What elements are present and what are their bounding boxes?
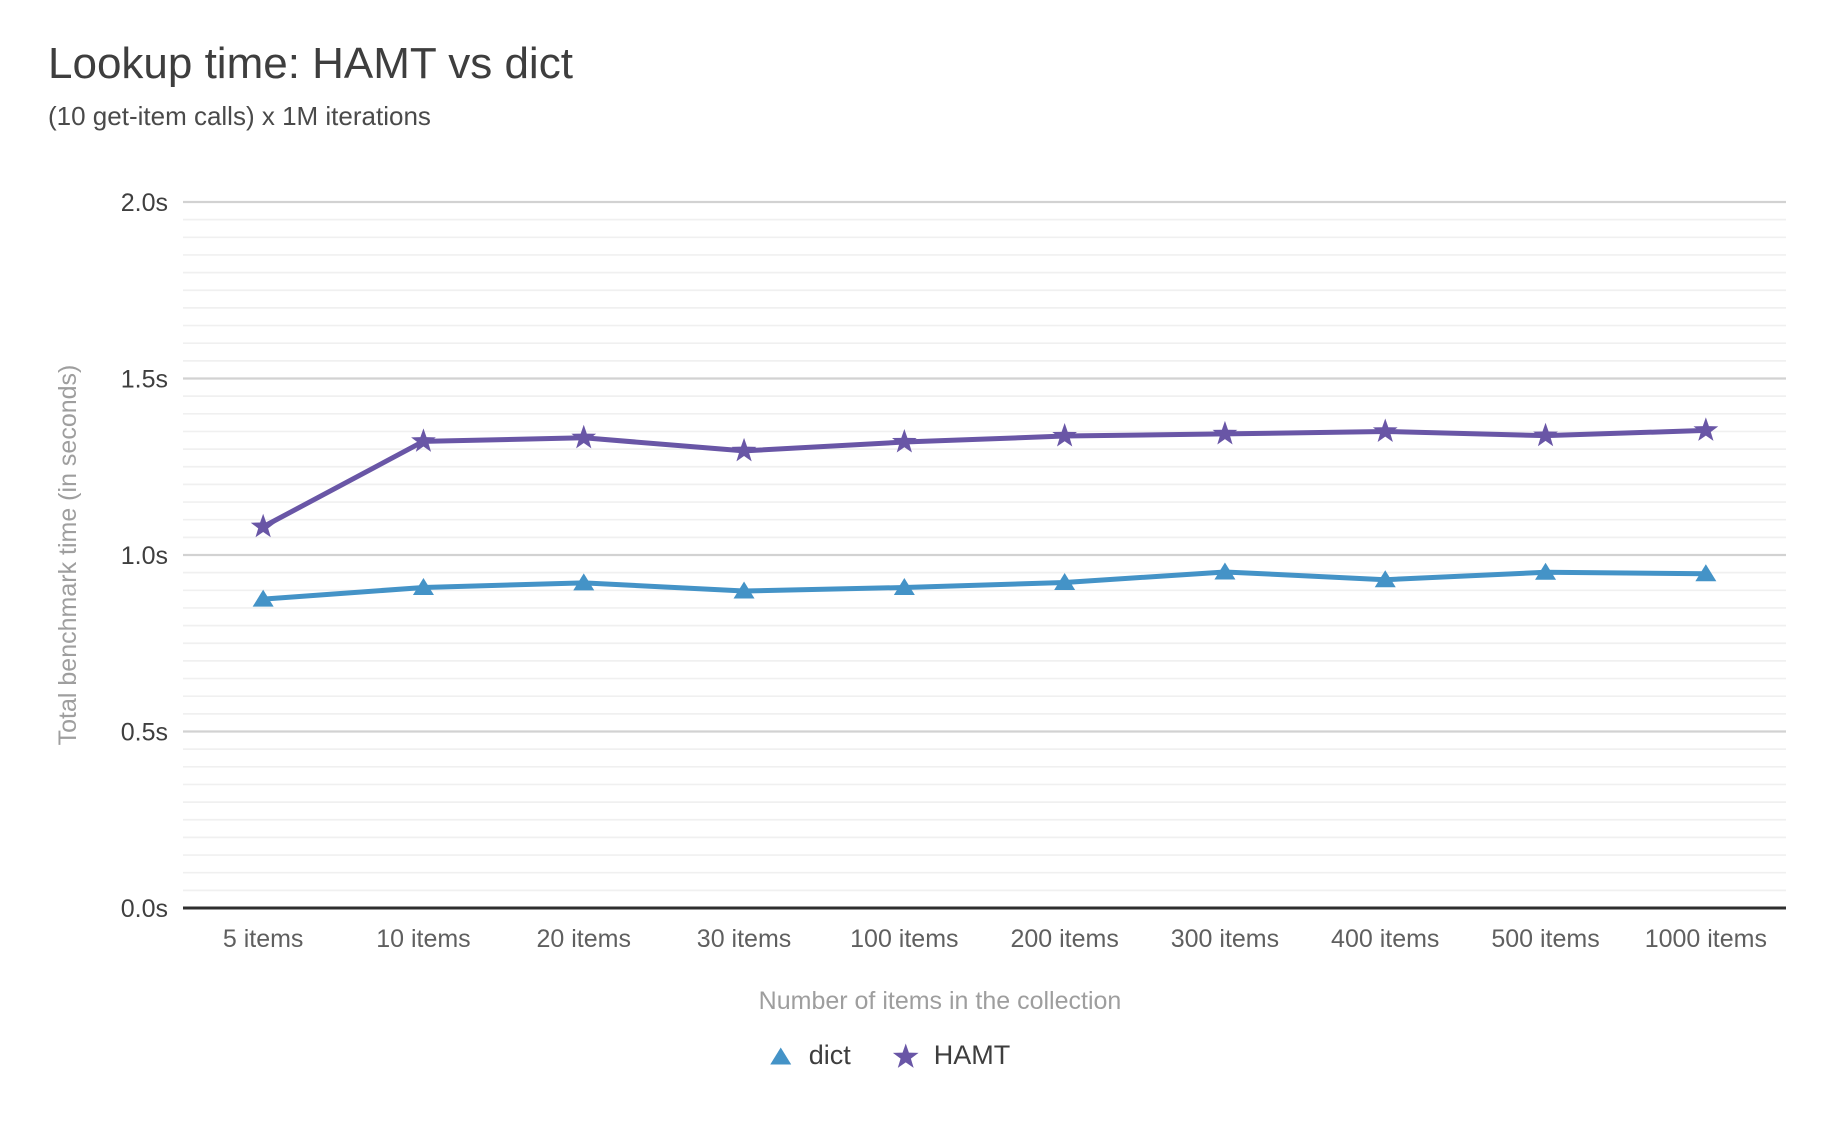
y-tick-label: 0.5s	[121, 718, 168, 746]
x-tick-label: 500 items	[1491, 925, 1599, 953]
series-line-dict	[260, 569, 1709, 602]
series-marker-dict-9	[1695, 564, 1717, 582]
legend-label: dict	[808, 1040, 851, 1070]
chart-subtitle: (10 get-item calls) x 1M iterations	[48, 101, 431, 131]
x-tick-label: 400 items	[1331, 925, 1439, 953]
series-marker-dict-6	[1214, 562, 1236, 580]
tick-layer: 0.0s 0.5s 1.0s 1.5s 2.0s 5 items 10 items 20 it…	[121, 189, 1767, 953]
y-tick-label: 2.0s	[121, 189, 168, 217]
x-tick-label: 20 items	[537, 925, 631, 953]
x-tick-label: 5 items	[223, 925, 304, 953]
series-marker-dict-8	[1535, 562, 1557, 580]
y-axis-title: Total benchmark time (in seconds)	[54, 365, 82, 746]
series-marker-dict-5	[1054, 573, 1076, 591]
y-tick-label: 0.0s	[121, 895, 168, 923]
series-marker-HAMT-4	[891, 429, 917, 453]
series-marker-HAMT-1	[411, 428, 436, 452]
y-tick-label: 1.5s	[121, 365, 168, 393]
y-tick-label: 1.0s	[121, 542, 168, 570]
x-tick-label: 300 items	[1171, 925, 1279, 953]
x-tick-label: 100 items	[850, 925, 958, 953]
x-tick-label: 200 items	[1010, 925, 1118, 953]
series-marker-HAMT-8	[1533, 422, 1558, 447]
chart-legend: dict HAMT	[766, 1040, 1011, 1071]
x-tick-label: 30 items	[697, 925, 791, 953]
series-marker-dict-2	[573, 573, 595, 591]
series-marker-dict-1	[412, 577, 434, 595]
series-marker-HAMT-5	[1052, 423, 1078, 447]
x-tick-label: 1000 items	[1645, 925, 1767, 953]
series-marker-HAMT-7	[1372, 418, 1398, 442]
legend-marker-triangle-icon	[770, 1047, 792, 1064]
legend-label: HAMT	[933, 1040, 1011, 1070]
series-line-HAMT	[260, 427, 1709, 530]
series-marker-dict-3	[733, 581, 755, 599]
legend-marker-star-icon	[892, 1043, 919, 1068]
series-marker-HAMT-0	[250, 513, 276, 538]
series-marker-HAMT-2	[571, 424, 597, 449]
grid-layer	[183, 200, 1786, 910]
series-marker-dict-0	[252, 589, 274, 607]
x-tick-label: 10 items	[376, 925, 470, 953]
series-marker-dict-7	[1374, 570, 1396, 588]
legend-item-dict[interactable]: dict	[766, 1040, 851, 1071]
legend-item-HAMT[interactable]: HAMT	[891, 1040, 1011, 1071]
series-marker-HAMT-3	[731, 437, 757, 462]
series-marker-HAMT-6	[1212, 420, 1238, 445]
chart-title: Lookup time: HAMT vs dict	[48, 39, 573, 88]
series-layer	[250, 417, 1719, 607]
x-axis-title: Number of items in the collection	[759, 987, 1122, 1015]
series-marker-dict-4	[893, 577, 915, 595]
series-marker-HAMT-9	[1693, 417, 1719, 441]
